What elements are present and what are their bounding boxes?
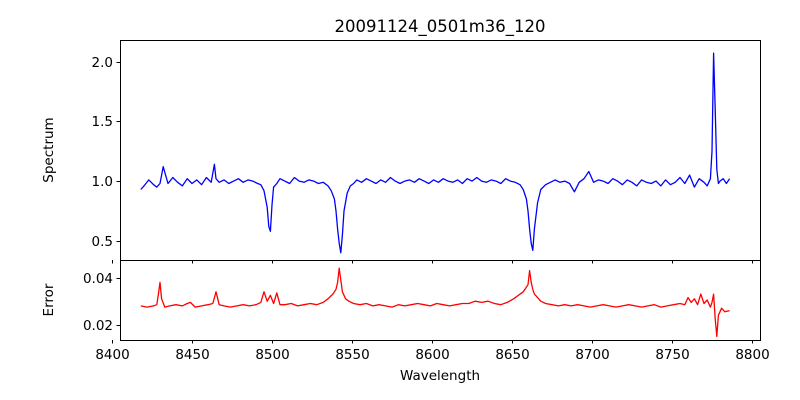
spectrum-series [140, 52, 731, 254]
y-axis-label-error: Error [41, 283, 57, 316]
spectrum-y-tick-label: 1.5 [92, 114, 113, 130]
spectrum-y-ticks: 0.5 1.0 1.5 2.0 [92, 55, 120, 250]
error-series [140, 267, 730, 338]
spectrum-line [140, 52, 731, 254]
error-x-tick-label: 8500 [255, 347, 289, 363]
error-x-tick-label: 8400 [95, 347, 129, 363]
error-x-tick-label: 8800 [735, 347, 769, 363]
spectrum-y-tick-label: 1.0 [92, 174, 113, 190]
spectrum-y-tick-label: 0.5 [92, 234, 113, 250]
spectrum-panel: 20091124_0501m36_120 Spectrum 0.5 1.0 1.5 2… [41, 17, 761, 264]
error-plot-frame [120, 260, 761, 341]
error-line [140, 267, 730, 338]
x-axis-label: Wavelength [400, 368, 480, 384]
error-y-tick-label: 0.02 [83, 318, 113, 334]
error-x-ticks: 8400 8450 8500 8550 8600 8650 8700 8750 8800 [95, 340, 770, 363]
error-y-ticks: 0.02 0.04 [83, 271, 120, 334]
error-y-tick-label: 0.04 [83, 271, 113, 287]
error-panel: Error Wavelength 0.02 0.04 8400 8450 8500 85… [41, 260, 770, 384]
error-x-tick-label: 8650 [495, 347, 529, 363]
error-x-tick-label: 8700 [575, 347, 609, 363]
chart-title: 20091124_0501m36_120 [334, 17, 545, 37]
error-x-tick-label: 8450 [175, 347, 209, 363]
error-x-tick-label: 8750 [655, 347, 689, 363]
y-axis-label-spectrum: Spectrum [41, 117, 57, 182]
error-x-tick-label: 8550 [335, 347, 369, 363]
spectrum-y-tick-label: 2.0 [92, 55, 113, 71]
error-x-tick-label: 8600 [415, 347, 449, 363]
